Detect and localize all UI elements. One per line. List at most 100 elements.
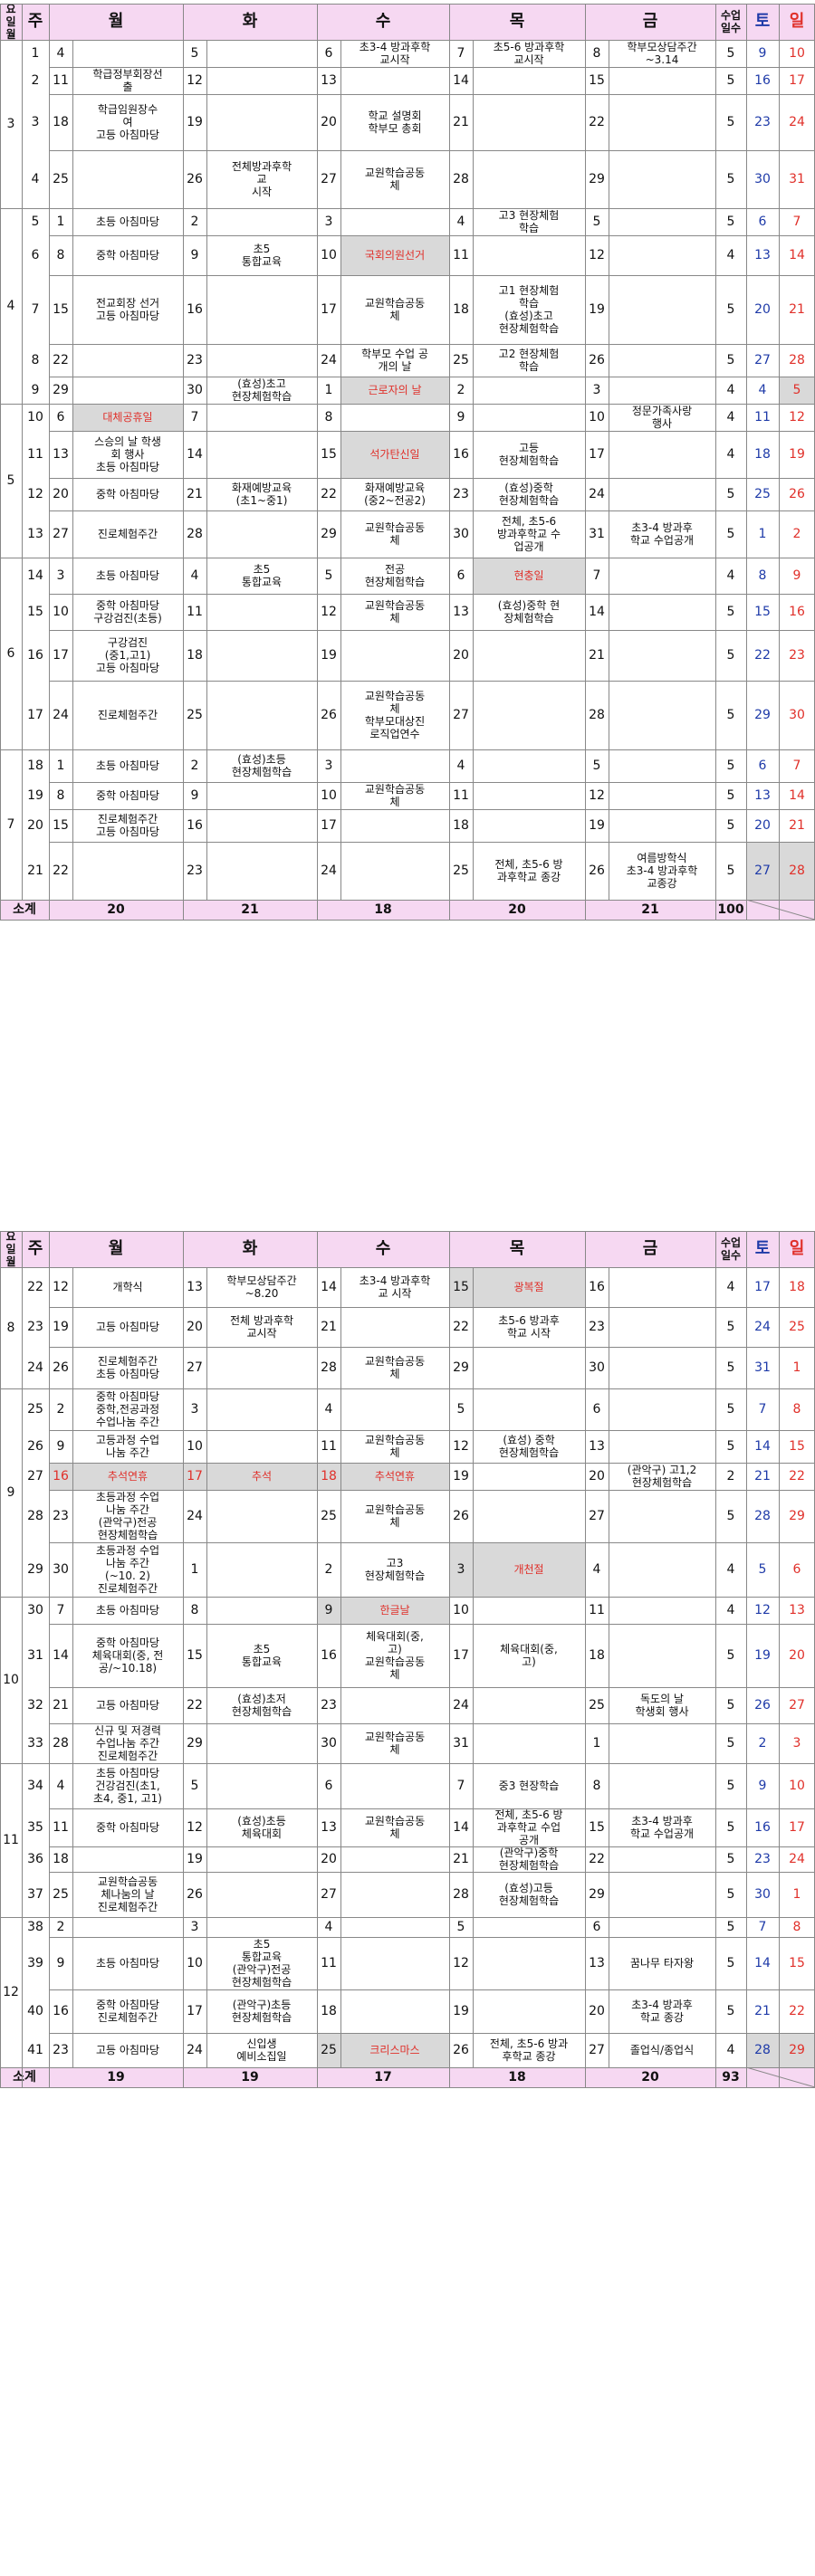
class-days: 5 (726, 788, 735, 803)
grid-line (449, 1231, 450, 2087)
header-week: 주 (22, 1231, 49, 1267)
date-wed: 20 (321, 1852, 337, 1866)
grid-line (49, 4, 50, 920)
class-days: 5 (726, 115, 735, 129)
saturday-date: 30 (754, 1887, 771, 1902)
sunday-date: 8 (792, 1402, 801, 1417)
date-mon: 18 (53, 1852, 69, 1866)
grid-line (49, 67, 815, 68)
date-fri: 6 (592, 1920, 601, 1934)
class-days: 2 (726, 1469, 735, 1484)
date-tue: 5 (190, 46, 199, 61)
saturday-date: 26 (754, 1698, 771, 1713)
date-wed: 24 (321, 353, 337, 367)
event-tue: 초5 통합교육 (관악구)전공 현장체험학습 (231, 1938, 292, 1989)
date-mon: 11 (53, 73, 69, 88)
saturday-date: 2 (758, 1736, 767, 1751)
header-fri: 금 (585, 4, 715, 40)
grid-line (449, 4, 450, 920)
grid-line (49, 1917, 815, 1918)
class-days: 4 (726, 1603, 735, 1617)
grid-line (715, 4, 716, 920)
date-mon: 8 (56, 248, 65, 262)
sunday-date: 12 (789, 410, 805, 425)
class-days: 5 (726, 605, 735, 619)
subtotal-label: 소계 (0, 2067, 49, 2087)
date-tue: 19 (187, 1852, 203, 1866)
date-thu: 30 (453, 527, 469, 541)
grid-line (49, 749, 815, 750)
event-thu: (효성)중학 현장체험학습 (498, 482, 560, 507)
subtotal-diagonal (746, 2067, 815, 2087)
sunday-date: 8 (792, 1920, 801, 1934)
event-thu: 전체, 초5-6 방 과후학교 수업 공개 (494, 1808, 563, 1846)
date-mon: 23 (53, 1509, 69, 1523)
date-tue: 23 (187, 863, 203, 878)
grid-line (340, 40, 341, 900)
date-thu: 26 (453, 2043, 469, 2057)
date-thu: 22 (453, 1320, 469, 1334)
grid-line (72, 1267, 73, 2067)
grid-line (0, 1388, 49, 1389)
date-wed: 27 (321, 172, 337, 186)
date-mon: 9 (56, 1956, 65, 1970)
event-tue (206, 1917, 317, 1937)
grid-line (49, 1347, 815, 1348)
event-mon: 초등 아침마당 (95, 1604, 160, 1617)
week-number: 28 (27, 1509, 43, 1523)
date-wed: 28 (321, 1360, 337, 1375)
date-thu: 4 (456, 758, 465, 773)
event-thu: (효성)중학 현 장체험학습 (497, 599, 561, 625)
date-mon: 15 (53, 818, 69, 833)
date-mon: 25 (53, 1887, 69, 1902)
date-wed: 6 (324, 1779, 333, 1793)
event-fri: 졸업식/종업식 (629, 2044, 695, 2056)
class-days: 5 (726, 708, 735, 722)
saturday-date: 6 (758, 215, 767, 229)
sunday-date: 14 (789, 248, 805, 262)
date-fri: 29 (589, 1887, 605, 1902)
date-fri: 29 (589, 172, 605, 186)
event-wed: 교원학습공동 체 (364, 1503, 426, 1529)
date-wed: 4 (324, 1402, 333, 1417)
date-fri: 27 (589, 2043, 605, 2057)
class-days: 5 (726, 1920, 735, 1934)
class-days: 5 (726, 648, 735, 663)
date-thu: 7 (456, 46, 465, 61)
grid-line (49, 2033, 815, 2034)
grid-line (0, 1763, 49, 1764)
event-thu: 고2 현장체험 학습 (498, 348, 560, 373)
header-tue: 화 (183, 1231, 317, 1267)
saturday-date: 25 (754, 487, 771, 501)
week-number: 24 (27, 1360, 43, 1375)
event-thu (473, 1989, 585, 2033)
subtotal-days: 100 (715, 900, 746, 920)
event-thu (473, 1490, 585, 1542)
class-days: 5 (726, 487, 735, 501)
date-mon: 1 (56, 758, 65, 773)
date-wed: 5 (324, 568, 333, 583)
event-wed: 체육대회(중, 고) 교원학습공동 체 (364, 1630, 426, 1681)
date-fri: 12 (589, 248, 605, 262)
date-tue: 12 (187, 73, 203, 88)
event-fri (609, 1388, 715, 1430)
event-wed: 초3-4 방과후학 교 시작 (359, 1274, 431, 1300)
grid-line (473, 1267, 474, 2067)
date-fri: 6 (592, 1402, 601, 1417)
date-tue: 17 (187, 2004, 203, 2018)
date-mon: 11 (53, 1820, 69, 1835)
date-mon: 24 (53, 708, 69, 722)
saturday-date: 14 (754, 1956, 771, 1970)
week-number: 21 (27, 863, 43, 878)
event-mon: 개학식 (112, 1281, 143, 1293)
date-mon: 28 (53, 1736, 69, 1751)
subtotal-label: 소계 (0, 900, 49, 920)
week-number: 10 (27, 410, 43, 425)
event-tue: (관악구)초등 현장체험학습 (231, 1999, 292, 2024)
grid-line (183, 4, 184, 920)
event-thu: (관악구)중학 현장체험학습 (498, 1846, 560, 1872)
sunday-date: 10 (789, 46, 805, 61)
subtotal-tue: 19 (183, 2067, 317, 2087)
event-wed: 교원학습공동 체 (364, 167, 426, 192)
week-number: 18 (27, 758, 43, 773)
